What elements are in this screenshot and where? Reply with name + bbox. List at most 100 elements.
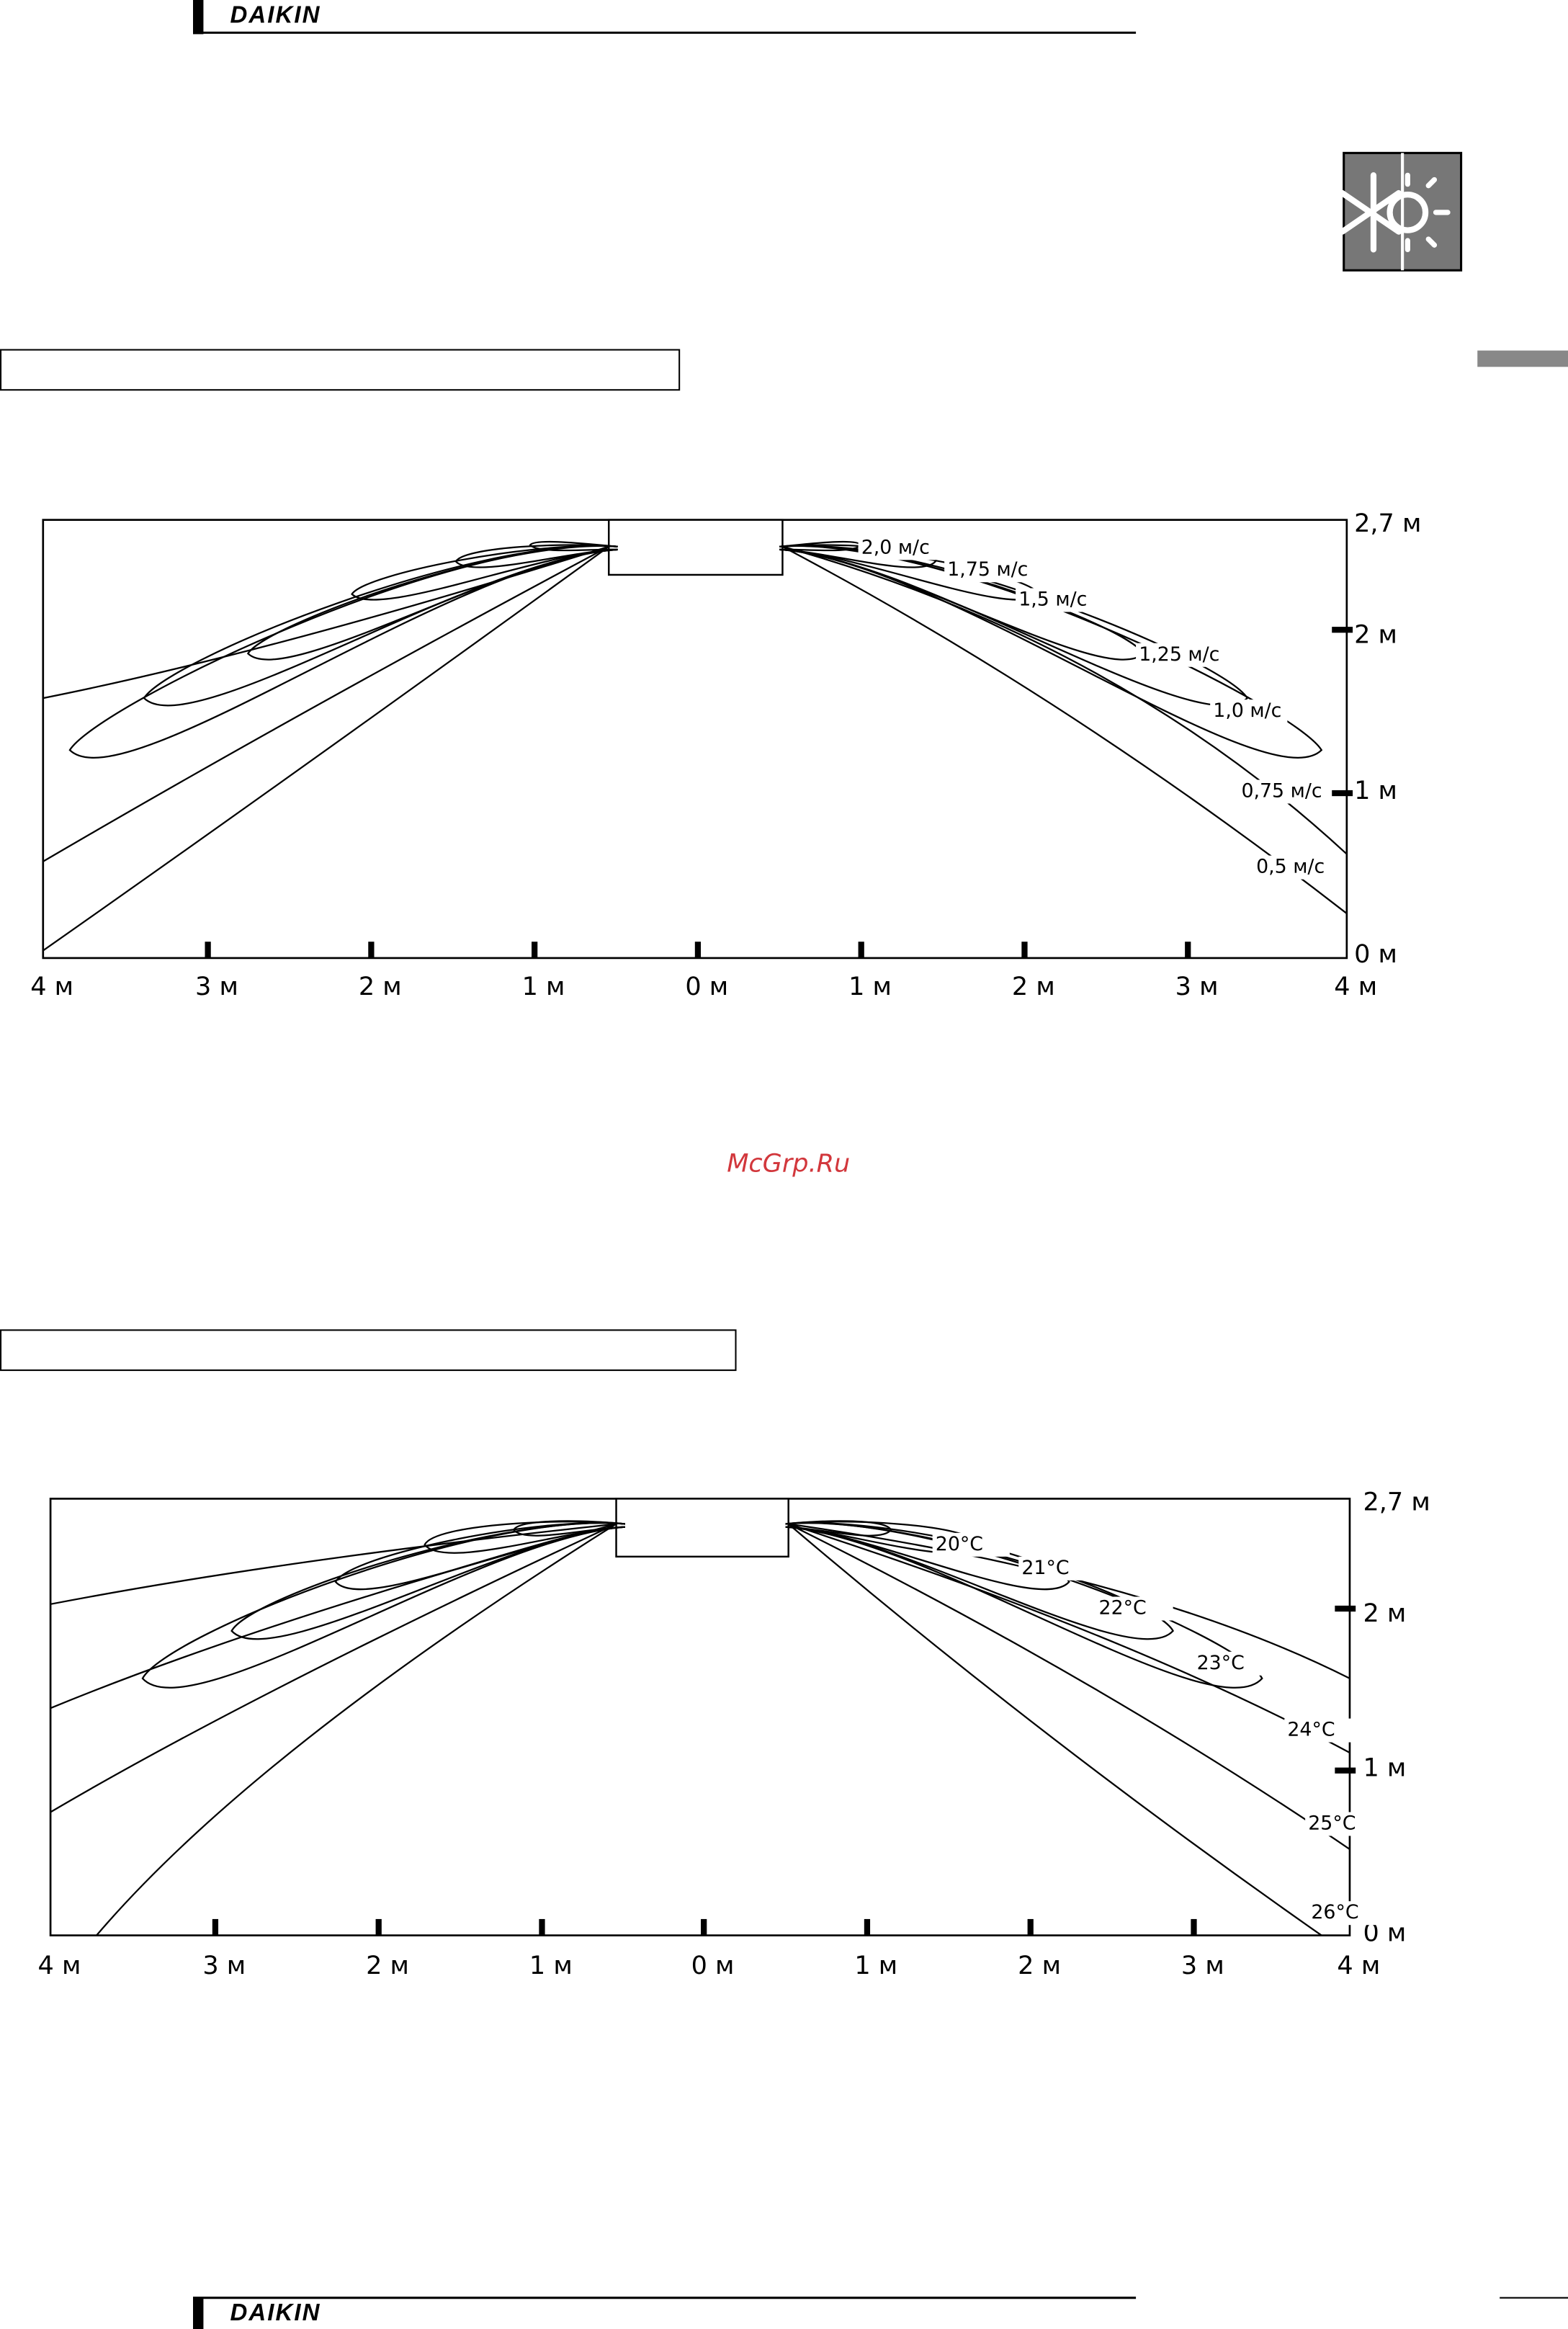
label-mask [858,536,936,560]
contour-label: 1,25 м/с [1139,643,1219,666]
x-label: 0 м [691,1951,735,1980]
x-label: 3 м [1175,972,1219,1001]
header-brand: DAIKIN [230,1,321,27]
contour-line [50,1523,617,1813]
contour-line [143,545,618,707]
x-tick [864,1918,871,1936]
contour-label: 25°C [1308,1812,1356,1834]
x-label: 1 м [522,972,565,1001]
contour-line [42,545,609,952]
label-mask [1308,1901,1386,1926]
x-label: 3 м [202,1951,246,1980]
x-tick [701,1918,707,1936]
y-label: 1 м [1363,1753,1407,1783]
contour-line [788,1523,1350,1679]
header-bar [193,0,204,35]
y-label: 0 м [1354,939,1397,969]
label-mask [1193,1651,1271,1676]
label-mask [1238,779,1316,804]
x-label: 0 м [685,972,728,1001]
contour-line [787,1523,1322,1936]
y-tick [1332,790,1353,797]
contour-label: 24°C [1287,1719,1335,1741]
x-tick [532,942,538,958]
footer-bar [193,2297,204,2329]
contour-line [788,1523,1350,1850]
x-tick [1185,942,1191,958]
x-tick [539,1918,545,1936]
x-tick [1027,1918,1034,1936]
x-tick [694,942,702,958]
x-label: 3 м [1181,1951,1224,1980]
contour-label: 1,5 м/с [1018,588,1087,610]
contour-label: 0,75 м/с [1241,779,1322,802]
contour-line [781,545,1348,914]
x-label: 2 м [359,972,402,1001]
x-label: 2 м [1018,1951,1061,1980]
x-label: 4 м [30,972,73,1001]
room-outline [49,1498,1351,1936]
contour-line [788,1523,1350,1753]
watermark: McGrp.Ru [727,1148,850,1178]
x-label: 2 м [1012,972,1055,1001]
contour-line [779,544,937,568]
contour-label: 20°C [936,1533,983,1555]
footer-brand: DAIKIN [230,2299,321,2325]
contour-line [141,1522,626,1689]
section-tab [1477,350,1568,367]
contour-line [785,1522,1263,1689]
contour-label: 26°C [1311,1901,1358,1923]
x-label: 1 м [854,1951,897,1980]
x-tick [1191,1918,1197,1936]
y-label: 2,7 м [1363,1488,1430,1517]
x-tick [858,942,864,958]
x-tick [1021,942,1028,958]
y-tick [1332,627,1353,633]
contour-line [334,1521,626,1591]
contour-line [424,1521,626,1554]
label-mask [1018,1556,1096,1581]
label-mask [932,1532,1010,1557]
contour-line [351,545,618,601]
x-label: 1 м [529,1951,573,1980]
x-label: 1 м [848,972,892,1001]
x-tick [368,942,375,958]
contour-line [42,545,609,862]
indoor-unit [607,519,784,576]
contour-line [779,545,1323,759]
label-mask [1210,699,1288,724]
x-tick [212,1918,219,1936]
x-tick [205,942,211,958]
mode-icon [1339,151,1463,272]
label-mask [1136,643,1214,667]
y-tick [1335,1605,1356,1612]
contour-line [42,545,609,699]
x-tick [375,1918,382,1936]
indoor-unit [615,1498,789,1558]
label-mask [1016,588,1093,612]
contour-label: 2,0 м/с [861,536,930,558]
x-label: 4 м [38,1951,81,1980]
x-label: 3 м [195,972,238,1001]
contour-line [50,1523,617,1709]
contour-label: 22°C [1099,1596,1147,1619]
contour-label: 21°C [1021,1557,1069,1579]
contour-label: 23°C [1197,1652,1245,1674]
contour-line [50,1523,617,1605]
y-label: 1 м [1354,776,1397,805]
y-tick [1335,1767,1356,1774]
caption-box [0,349,681,391]
room-outline [42,519,1348,960]
contour-line [529,540,618,552]
x-label: 4 м [1334,972,1377,1001]
contour-label: 0,5 м/с [1256,856,1325,878]
y-label: 2 м [1363,1599,1407,1628]
y-label: 2 м [1354,620,1397,649]
label-mask [1253,855,1331,880]
contour-line [246,545,618,661]
contour-line [785,1521,1070,1591]
